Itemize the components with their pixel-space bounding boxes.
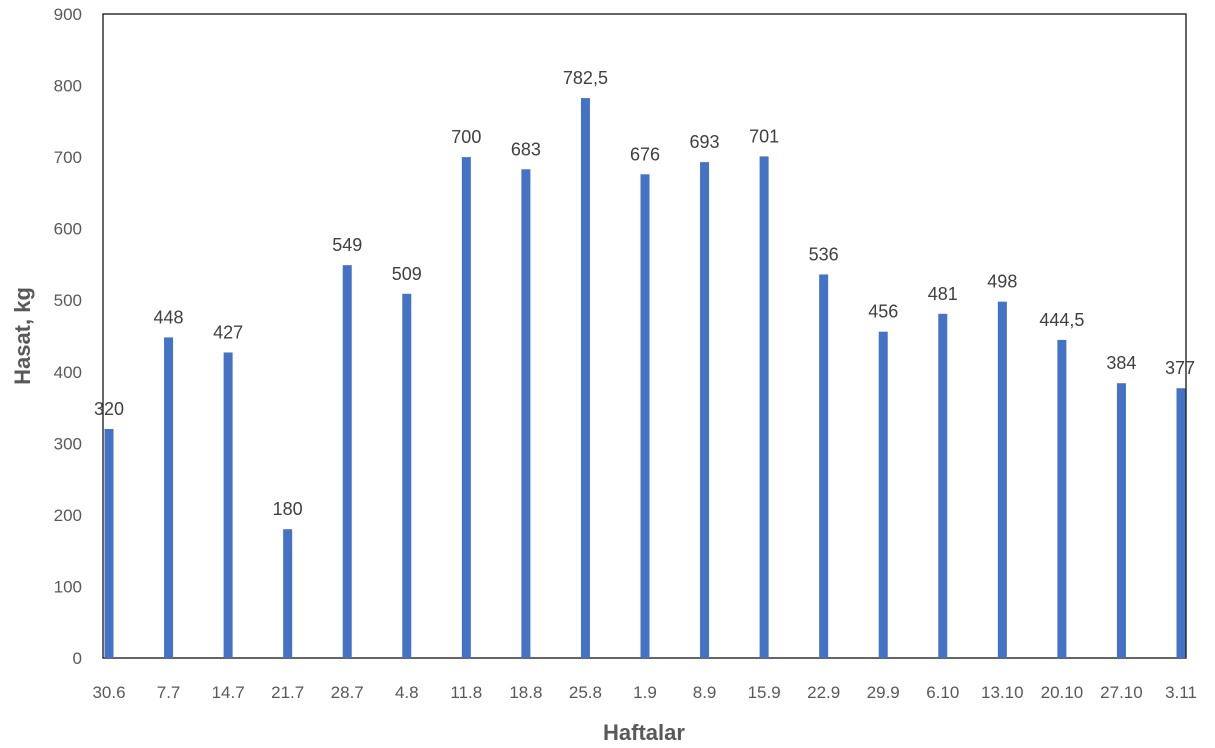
x-tick-label: 3.11 xyxy=(1165,683,1197,702)
data-label: 481 xyxy=(928,284,958,304)
x-tick-label: 8.9 xyxy=(693,683,717,702)
data-label: 782,5 xyxy=(563,68,608,88)
x-tick-label: 28.7 xyxy=(331,683,364,702)
bar xyxy=(402,293,412,658)
bars xyxy=(104,98,1186,659)
y-tick-label: 300 xyxy=(54,434,82,453)
data-label: 427 xyxy=(213,322,243,342)
data-label: 509 xyxy=(392,264,422,284)
bar xyxy=(819,274,829,658)
y-tick-label: 0 xyxy=(73,649,82,668)
x-tick-label: 25.8 xyxy=(569,683,602,702)
x-tick-label: 30.6 xyxy=(92,683,125,702)
y-tick-label: 900 xyxy=(54,5,82,24)
x-tick-label: 14.7 xyxy=(212,683,245,702)
y-tick-label: 400 xyxy=(54,363,82,382)
bar xyxy=(461,157,471,658)
bar xyxy=(759,156,769,658)
x-axis-title: Haftalar xyxy=(603,720,685,745)
bar xyxy=(223,352,233,658)
bar xyxy=(640,174,650,659)
data-label: 701 xyxy=(749,126,779,146)
bar xyxy=(580,98,590,659)
bar xyxy=(1116,383,1126,658)
x-tick-label: 13.10 xyxy=(981,683,1024,702)
data-label: 700 xyxy=(451,127,481,147)
data-label: 498 xyxy=(987,272,1017,292)
y-tick-label: 700 xyxy=(54,148,82,167)
x-tick-label: 22.9 xyxy=(807,683,840,702)
data-label: 384 xyxy=(1106,353,1136,373)
data-label: 683 xyxy=(511,139,541,159)
x-axis-ticks: 30.6 7.7 14.7 21.7 28.7 4.8 11.8 18.8 25.8 1.9 8.9… xyxy=(92,683,1196,702)
bar xyxy=(700,162,710,658)
x-tick-label: 18.8 xyxy=(509,683,542,702)
bar xyxy=(1057,339,1067,658)
bar xyxy=(997,301,1007,658)
y-axis-title: Hasat, kg xyxy=(10,287,35,385)
data-labels: 320 448 427 180 549 509 700 683 782,5 676 693 701 53… xyxy=(94,68,1195,519)
bar xyxy=(938,313,948,658)
data-label: 676 xyxy=(630,144,660,164)
y-axis-ticks: 0 100 200 300 400 500 600 700 800 900 xyxy=(54,5,82,668)
bar xyxy=(283,529,293,658)
data-label: 444,5 xyxy=(1039,310,1084,330)
data-label: 549 xyxy=(332,235,362,255)
y-tick-label: 200 xyxy=(54,506,82,525)
y-tick-label: 100 xyxy=(54,577,82,596)
data-label: 180 xyxy=(273,499,303,519)
x-tick-label: 21.7 xyxy=(271,683,304,702)
data-label: 377 xyxy=(1165,358,1195,378)
data-label: 448 xyxy=(154,307,184,327)
bar xyxy=(104,429,114,658)
bar xyxy=(878,331,888,658)
data-label: 536 xyxy=(809,244,839,264)
x-tick-label: 6.10 xyxy=(926,683,959,702)
x-tick-label: 15.9 xyxy=(748,683,781,702)
data-label: 456 xyxy=(868,302,898,322)
bar xyxy=(1176,388,1186,658)
x-tick-label: 29.9 xyxy=(867,683,900,702)
x-tick-label: 4.8 xyxy=(395,683,419,702)
x-tick-label: 11.8 xyxy=(450,683,482,702)
y-tick-label: 500 xyxy=(54,291,82,310)
x-tick-label: 1.9 xyxy=(633,683,657,702)
bar xyxy=(521,169,531,658)
bar xyxy=(342,265,352,658)
y-tick-label: 600 xyxy=(54,220,82,239)
data-label: 320 xyxy=(94,399,124,419)
x-tick-label: 7.7 xyxy=(157,683,181,702)
data-label: 693 xyxy=(690,132,720,152)
y-tick-label: 800 xyxy=(54,77,82,96)
x-tick-label: 27.10 xyxy=(1100,683,1143,702)
bar xyxy=(164,337,174,658)
x-tick-label: 20.10 xyxy=(1041,683,1084,702)
